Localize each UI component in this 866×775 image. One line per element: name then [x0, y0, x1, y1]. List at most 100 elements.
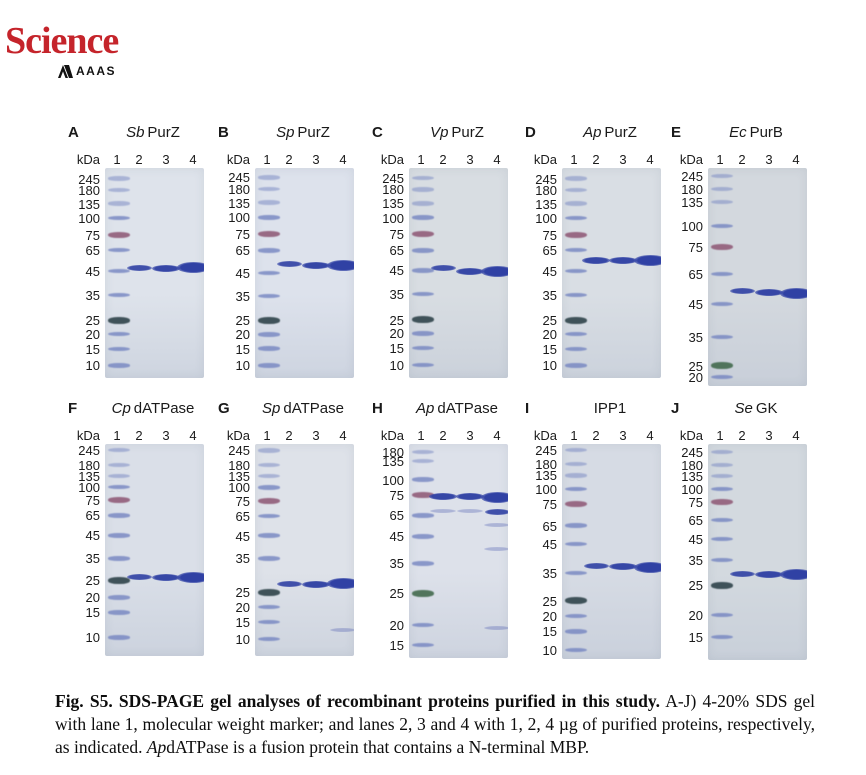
marker-label-100kda: 100: [78, 480, 100, 496]
ladder-band-135kda: [711, 199, 733, 205]
ladder-band-65kda: [108, 247, 130, 253]
marker-label-245kda: 245: [228, 170, 250, 186]
ladder-band-135kda: [565, 473, 587, 478]
gel-panel-A: A Sb PurZ kDa 1 2 3 4 245 180 135 100 75 65 45 35 25 20 15…: [62, 116, 214, 392]
panel-letter: F: [68, 400, 78, 417]
marker-label-15kda: 15: [85, 605, 100, 621]
gel-image: [562, 444, 661, 659]
gel-panel-B: B Sp PurZ kDa 1 2 3 4 245 180 135 100 75 65 45 35 25 20 15…: [212, 116, 364, 392]
panel-letter: J: [671, 400, 680, 417]
lane-label-4: 4: [646, 152, 654, 167]
ladder-band-45kda: [711, 301, 733, 307]
lane-label-4: 4: [339, 428, 347, 443]
lane-label-3: 3: [765, 428, 773, 443]
marker-label-180kda: 180: [681, 181, 703, 197]
ladder-band-100kda: [412, 215, 434, 220]
marker-label-45kda: 45: [389, 529, 404, 545]
protein-band-lane-2: [583, 562, 609, 569]
panel-title-organism: Sb: [126, 124, 145, 141]
lane-label-3: 3: [162, 152, 170, 167]
ladder-band-245kda: [565, 176, 587, 181]
marker-label-15kda: 15: [389, 341, 404, 357]
ladder-band-35kda: [258, 293, 280, 299]
marker-label-20kda: 20: [85, 590, 100, 606]
lane-label-2: 2: [738, 152, 746, 167]
lane-label-1: 1: [716, 152, 724, 167]
marker-label-245kda: 245: [78, 442, 100, 458]
gel-image: [708, 168, 807, 386]
protein-band-lane-4: [484, 509, 508, 516]
ladder-band-45kda: [412, 534, 434, 539]
ladder-band-100kda: [711, 223, 733, 229]
marker-label-35kda: 35: [85, 551, 100, 567]
panel-letter: H: [372, 400, 383, 417]
ladder-band-75kda: [711, 243, 733, 250]
lane-label-2: 2: [285, 428, 293, 443]
ladder-band-20kda: [412, 331, 434, 336]
marker-label-35kda: 35: [85, 288, 100, 304]
protein-band-lane-2: [276, 580, 302, 587]
kda-units-label: kDa: [679, 428, 703, 443]
marker-label-15kda: 15: [235, 341, 250, 357]
marker-label-245kda: 245: [681, 444, 703, 460]
ladder-band-20kda: [565, 331, 587, 337]
panel-title-organism: Ap: [583, 124, 602, 141]
ladder-band-20kda: [108, 595, 130, 600]
ladder-band-15kda: [565, 346, 587, 352]
ladder-band-10kda: [412, 362, 434, 368]
panel-title-protein: dATPase: [283, 400, 344, 417]
marker-label-180kda: 180: [228, 457, 250, 473]
marker-label-65kda: 65: [235, 243, 250, 259]
marker-label-65kda: 65: [389, 508, 404, 524]
ladder-band-75kda: [711, 499, 733, 506]
marker-label-75kda: 75: [389, 227, 404, 243]
marker-label-15kda: 15: [85, 342, 100, 358]
protein-band-lane-4: [326, 259, 354, 271]
lane-label-4: 4: [646, 428, 654, 443]
ladder-band-75kda: [412, 492, 434, 499]
marker-label-135kda: 135: [681, 468, 703, 484]
marker-label-35kda: 35: [389, 287, 404, 302]
protein-band-lane-4: [484, 523, 508, 528]
protein-band-lane-3: [152, 574, 180, 582]
ladder-band-35kda: [711, 557, 733, 563]
ladder-band-65kda: [258, 513, 280, 519]
lane-label-1: 1: [113, 152, 121, 167]
ladder-band-135kda: [258, 473, 280, 479]
marker-label-245kda: 245: [78, 171, 100, 187]
lane-label-1: 1: [417, 428, 425, 443]
marker-label-245kda: 245: [535, 171, 557, 187]
ladder-band-100kda: [258, 215, 280, 220]
protein-band-lane-4: [330, 627, 354, 632]
marker-label-35kda: 35: [235, 289, 250, 305]
protein-band-lane-4: [326, 578, 354, 590]
marker-label-75kda: 75: [85, 493, 100, 509]
panel-title-organism: Sp: [262, 400, 281, 417]
lane-label-2: 2: [135, 428, 143, 443]
marker-label-135kda: 135: [681, 195, 703, 210]
protein-band-lane-2: [126, 265, 152, 272]
marker-label-20kda: 20: [389, 326, 404, 342]
marker-label-45kda: 45: [688, 297, 703, 313]
panel-title-protein: PurZ: [147, 124, 180, 141]
ladder-band-180kda: [108, 462, 130, 468]
marker-label-15kda: 15: [688, 629, 703, 645]
ladder-band-20kda: [108, 331, 130, 337]
kda-units-label: kDa: [679, 152, 703, 167]
marker-label-45kda: 45: [542, 263, 557, 279]
ladder-band-20kda: [711, 374, 733, 380]
gel-image: [255, 168, 354, 378]
panel-title: Se GK: [703, 400, 809, 417]
ladder-band-75kda: [108, 231, 130, 238]
panel-letter: E: [671, 124, 682, 141]
marker-label-25kda: 25: [235, 585, 250, 601]
panel-letter: A: [68, 124, 79, 141]
panel-title: Ap PurZ: [557, 124, 663, 141]
ladder-band-100kda: [258, 485, 280, 490]
panel-title-organism: Sp: [276, 124, 295, 141]
ladder-band-135kda: [412, 201, 434, 206]
protein-band-lane-3: [609, 256, 637, 264]
marker-label-75kda: 75: [542, 227, 557, 243]
marker-label-100kda: 100: [535, 210, 557, 226]
